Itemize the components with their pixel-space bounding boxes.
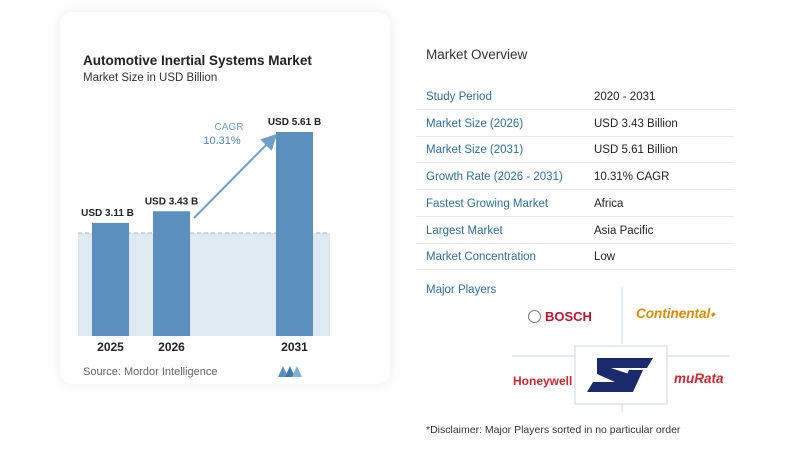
overview-row: Market Concentration Low xyxy=(416,244,734,271)
st-logo: ST xyxy=(583,352,659,398)
overview-value: 10.31% CAGR xyxy=(594,171,670,184)
overview-row: Study Period 2020 - 2031 xyxy=(416,84,734,110)
overview-key: Market Size (2026) xyxy=(426,117,524,130)
overview-row: Growth Rate (2026 - 2031) 10.31% CAGR xyxy=(416,164,734,191)
st-logo-icon xyxy=(587,358,653,392)
overview-title: Market Overview xyxy=(426,47,528,62)
major-players-title: Major Players xyxy=(426,284,497,296)
bar-chart: USD 3.11 B 2025 USD 3.43 B 2026 USD 5.61 B 20… xyxy=(78,117,330,377)
overview-key: Market Size (2031) xyxy=(426,144,524,157)
overview-key: Fastest Growing Market xyxy=(426,197,549,210)
overview-value: Africa xyxy=(594,197,624,210)
murata-logo: muRata xyxy=(674,371,724,386)
bosch-logo: BOSCH xyxy=(528,309,592,324)
overview-value: USD 3.43 Billion xyxy=(594,117,678,130)
bar-2025 xyxy=(92,222,129,336)
overview-row: Largest Market Asia Pacific xyxy=(416,218,734,244)
cagr-label: CAGR xyxy=(215,122,244,133)
cagr-value: 10.31% xyxy=(203,135,241,147)
overview-value: 2020 - 2031 xyxy=(594,91,656,103)
mordor-logo-icon xyxy=(278,366,302,377)
overview-key: Growth Rate (2026 - 2031) xyxy=(426,171,563,184)
chart-subtitle: Market Size in USD Billion xyxy=(83,72,218,84)
overview-value: Asia Pacific xyxy=(594,224,654,237)
bar-value-label: USD 3.11 B xyxy=(81,208,134,219)
overview-key: Market Concentration xyxy=(426,251,536,264)
bar-value-label: USD 3.43 B xyxy=(145,196,198,207)
overview-row: Market Size (2031) USD 5.61 Billion xyxy=(416,137,734,164)
bar-value-label: USD 5.61 B xyxy=(268,117,321,128)
disclaimer: *Disclaimer: Major Players sorted in no … xyxy=(426,424,681,436)
bar-2031 xyxy=(276,132,313,336)
overview-value: USD 5.61 Billion xyxy=(594,144,678,157)
chart-title: Automotive Inertial Systems Market xyxy=(83,53,312,68)
overview-row: Market Size (2026) USD 3.43 Billion xyxy=(416,111,734,137)
source-note: Source: Mordor Intelligence xyxy=(83,366,218,378)
honeywell-logo: Honeywell xyxy=(513,374,573,388)
overview-value: Low xyxy=(594,251,616,264)
x-tick-label: 2025 xyxy=(97,340,124,354)
bosch-icon xyxy=(528,310,541,323)
overview-row: Fastest Growing Market Africa xyxy=(416,191,734,217)
x-tick-label: 2026 xyxy=(158,340,185,354)
cagr-arrow xyxy=(193,133,278,219)
overview-key: Largest Market xyxy=(426,224,503,237)
overview-key: Study Period xyxy=(426,91,492,103)
bar-2026 xyxy=(153,211,190,336)
continental-logo: Continental⬩ xyxy=(636,306,715,321)
continental-horse-icon: ⬩ xyxy=(710,307,715,321)
x-tick-label: 2031 xyxy=(281,340,308,354)
